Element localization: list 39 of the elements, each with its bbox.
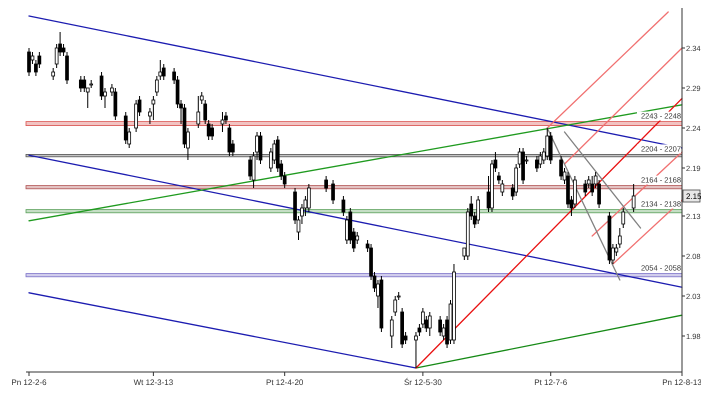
candlestick: [210, 124, 214, 140]
candlestick: [545, 128, 550, 160]
candlestick: [583, 180, 588, 196]
candlestick: [228, 124, 232, 156]
candlestick: [345, 216, 349, 244]
x-tick-label: Pt 12-7-6: [534, 378, 568, 387]
candlestick: [393, 296, 398, 316]
x-tick-label: Wt 12-3-13: [134, 378, 174, 387]
candlestick: [220, 112, 224, 132]
candlestick: [114, 88, 118, 120]
candlestick: [438, 316, 442, 336]
candlestick: [621, 208, 626, 228]
candlestick: [124, 112, 128, 144]
x-tick-label: Pt 12-4-20: [266, 378, 304, 387]
x-tick-label: Śr 12-5-30: [404, 377, 442, 387]
candlestick: [51, 68, 56, 80]
candlestick: [355, 232, 360, 244]
candlestick: [548, 132, 553, 164]
candlestick: [390, 316, 394, 348]
candlestick: [331, 180, 335, 204]
candlestick: [538, 152, 542, 168]
candlestick: [307, 184, 311, 212]
candlestick: [590, 176, 594, 196]
candlestick: [162, 64, 166, 80]
candlestick: [78, 76, 83, 92]
x-tick-label: Pn 12-8-13: [662, 378, 701, 387]
candlestick: [324, 176, 328, 192]
candlestick: [428, 312, 432, 336]
candlestick: [152, 96, 156, 120]
candlestick: [196, 96, 200, 128]
candlestick: [342, 196, 346, 216]
candlestick: [559, 156, 563, 180]
candlestick: [27, 48, 31, 76]
candlestick: [258, 132, 262, 164]
candlestick: [476, 196, 480, 224]
candlestick: [535, 156, 539, 172]
candlestick: [82, 76, 86, 92]
x-tick-label: Pn 12-2-6: [11, 378, 48, 387]
candlestick: [134, 100, 138, 132]
